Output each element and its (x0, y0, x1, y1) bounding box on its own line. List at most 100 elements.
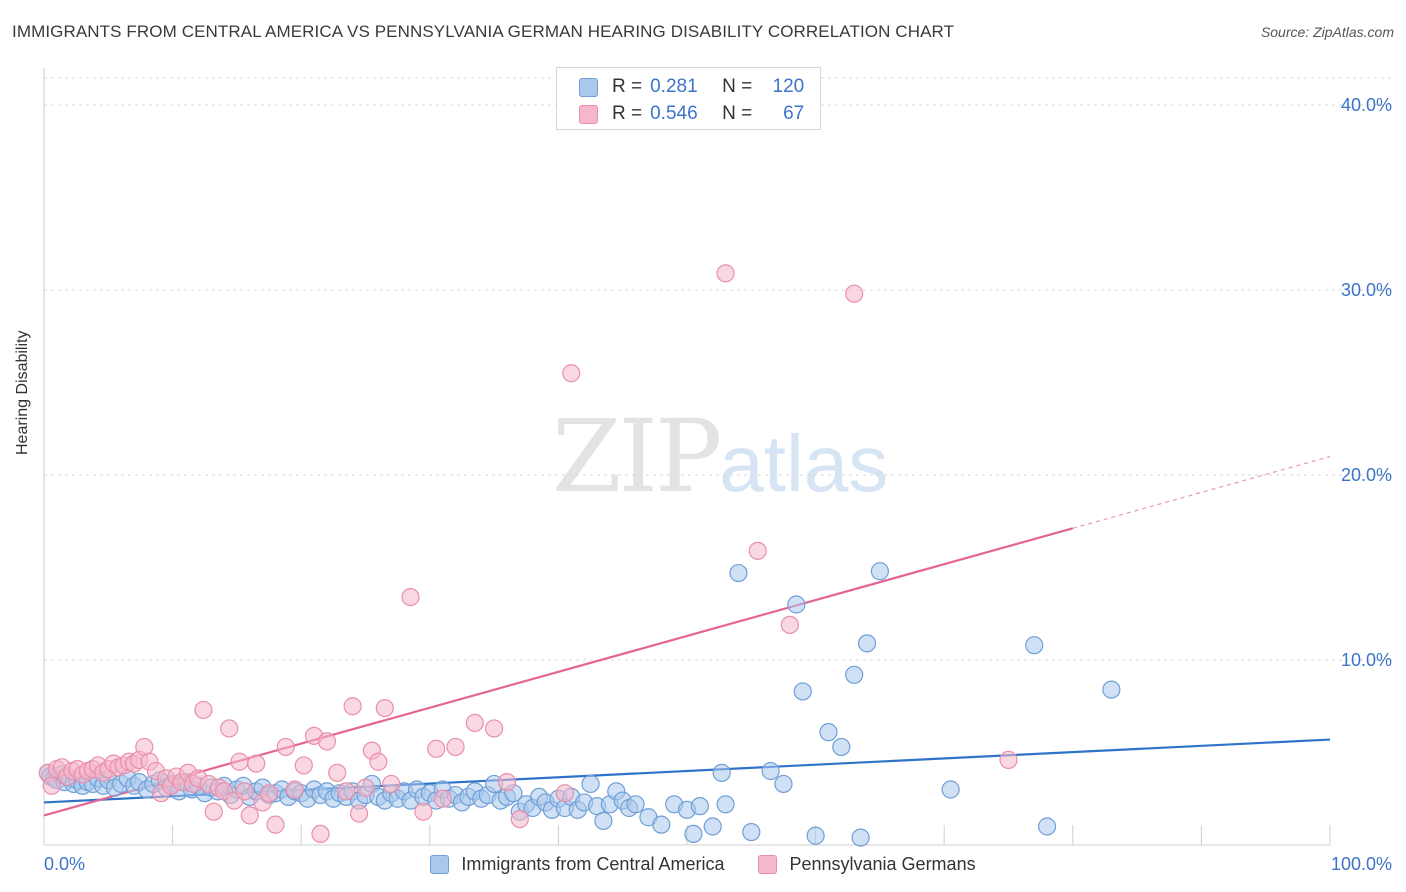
point-pennsylvania-german (220, 719, 239, 738)
y-tick-label: 30.0% (1341, 280, 1392, 300)
point-central-america (845, 665, 864, 684)
point-pennsylvania-german (294, 756, 313, 775)
point-central-america (742, 822, 761, 842)
point-pennsylvania-german (349, 804, 369, 823)
legend-r-label: R = (612, 103, 643, 124)
point-pennsylvania-german (266, 815, 285, 834)
point-pennsylvania-german (247, 754, 266, 773)
point-pennsylvania-german (328, 763, 347, 782)
point-central-america (1037, 817, 1057, 836)
point-pennsylvania-german (194, 700, 213, 720)
point-pennsylvania-german (240, 806, 259, 825)
legend-n-value: 120 (772, 76, 805, 97)
point-central-america (716, 795, 735, 814)
point-pennsylvania-german (465, 713, 484, 733)
point-central-america (870, 562, 890, 581)
point-central-america (581, 774, 600, 794)
point-central-america (761, 761, 780, 781)
point-central-america (594, 811, 613, 831)
point-pennsylvania-german (375, 698, 394, 718)
legend-n-value: 67 (783, 103, 805, 124)
point-pennsylvania-german (510, 809, 529, 829)
point-pennsylvania-german (555, 784, 574, 803)
chart-title: IMMIGRANTS FROM CENTRAL AMERICA VS PENNS… (12, 22, 955, 41)
point-central-america (1025, 636, 1044, 655)
series-swatch-blue (430, 854, 450, 874)
point-central-america (832, 737, 851, 757)
point-central-america (806, 826, 825, 845)
legend-r-value: 0.546 (650, 103, 698, 124)
point-central-america (690, 797, 709, 816)
point-pennsylvania-german (999, 750, 1018, 770)
trend-line-pennsylvania-german (43, 527, 1074, 817)
point-pennsylvania-german (562, 364, 581, 383)
correlation-legend: R = 0.281 N = 120 R = 0.546 N = 67 (556, 67, 821, 130)
point-pennsylvania-german (204, 802, 223, 821)
trend-line-extension (1072, 455, 1331, 529)
tick-labels: 10.0% 20.0% 30.0% 40.0% 0.0% 100.0% (44, 95, 1392, 874)
point-central-america (703, 817, 722, 836)
point-pennsylvania-german (343, 697, 362, 716)
point-central-america (626, 795, 645, 814)
point-central-america (793, 682, 812, 701)
point-pennsylvania-german (382, 774, 401, 794)
point-central-america (857, 634, 877, 653)
gridlines (44, 77, 1392, 661)
series-legend: Immigrants from Central America Pennsylv… (0, 851, 1406, 877)
point-pennsylvania-german (433, 789, 452, 808)
point-pennsylvania-german (42, 776, 61, 795)
legend-swatch-blue (579, 77, 598, 97)
point-central-america (851, 828, 870, 847)
legend-row-blue: R = 0.281 N = 120 (579, 74, 804, 100)
point-central-america (1102, 680, 1121, 699)
point-pennsylvania-german (497, 772, 517, 792)
point-central-america (819, 723, 838, 742)
y-tick-label: 20.0% (1341, 465, 1392, 485)
point-pennsylvania-german (259, 784, 279, 803)
point-central-america (712, 763, 731, 782)
x-tick-label: 100.0% (1331, 854, 1392, 874)
y-tick-label: 10.0% (1341, 650, 1392, 670)
point-central-america (774, 774, 793, 794)
point-pennsylvania-german (414, 802, 433, 821)
legend-n-label: N = (722, 76, 753, 97)
point-central-america (684, 824, 703, 844)
series-name: Pennsylvania Germans (789, 853, 976, 874)
point-pennsylvania-german (485, 719, 504, 738)
axes (43, 68, 1331, 846)
y-tick-label: 40.0% (1341, 95, 1392, 115)
point-pennsylvania-german (427, 739, 446, 758)
point-pennsylvania-german (845, 284, 864, 303)
source-credit: Source: ZipAtlas.com (1260, 24, 1394, 40)
point-pennsylvania-german (285, 780, 304, 799)
point-central-america (729, 563, 748, 583)
legend-r-value: 0.281 (650, 76, 698, 97)
point-central-america (941, 780, 960, 799)
point-pennsylvania-german (230, 752, 249, 771)
point-pennsylvania-german (317, 732, 337, 751)
point-pennsylvania-german (446, 737, 465, 757)
point-pennsylvania-german (337, 782, 356, 801)
x-tick-label: 0.0% (44, 854, 85, 874)
point-pennsylvania-german (716, 264, 735, 283)
y-axis-label: Hearing Disability (14, 330, 31, 456)
point-pennsylvania-german (780, 615, 799, 634)
legend-row-pink: R = 0.546 N = 67 (579, 101, 804, 127)
point-pennsylvania-german (276, 737, 295, 757)
point-pennsylvania-german (369, 752, 388, 771)
point-pennsylvania-german (235, 782, 254, 801)
series-legend-item: Immigrants from Central America (430, 854, 724, 875)
point-central-america (652, 815, 671, 834)
point-pennsylvania-german (311, 824, 330, 844)
series-legend-item: Pennsylvania Germans (758, 853, 976, 875)
legend-swatch-pink (579, 104, 598, 124)
point-pennsylvania-german (401, 587, 420, 607)
series-name: Immigrants from Central America (461, 853, 725, 874)
point-pennsylvania-german (748, 541, 767, 560)
legend-n-label: N = (722, 103, 753, 124)
legend-r-label: R = (612, 76, 643, 97)
point-central-america (787, 595, 806, 614)
series-swatch-pink (758, 854, 778, 874)
data-points (38, 264, 1121, 847)
